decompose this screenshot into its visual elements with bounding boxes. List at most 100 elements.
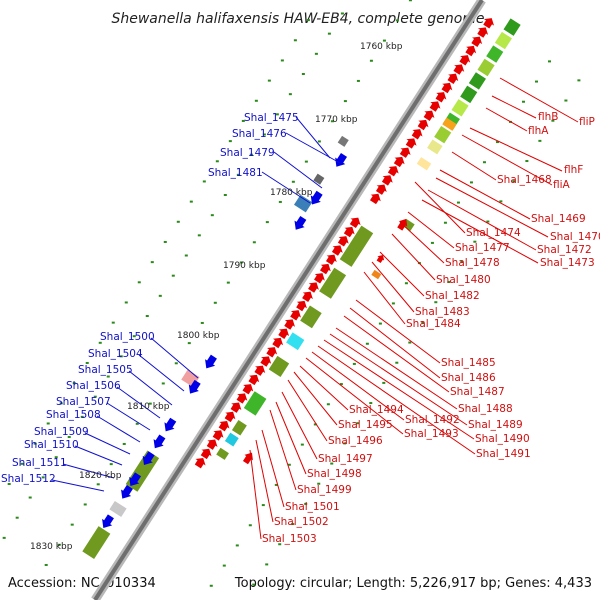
gene-label[interactable]: Shal_1478 [445, 257, 500, 269]
gene-label[interactable]: Shal_1473 [540, 257, 595, 269]
gene-label[interactable]: flhA [528, 125, 549, 137]
tick-dot [499, 200, 503, 203]
gene-label[interactable]: Shal_1476 [232, 128, 287, 140]
tick-dot [330, 120, 334, 123]
tick-dot [252, 241, 256, 244]
gene-arrow [164, 417, 177, 432]
tick-dot [59, 402, 63, 405]
gene-label[interactable]: fliP [579, 116, 595, 128]
gene-label[interactable]: Shal_1507 [56, 396, 111, 408]
tick-dot [280, 59, 284, 62]
gene-label[interactable]: Shal_1470 [550, 231, 600, 243]
gene-label[interactable]: Shal_1469 [531, 213, 586, 225]
tick-dot [304, 502, 308, 505]
gene-label[interactable]: Shal_1496 [328, 435, 383, 447]
tick-dot [378, 322, 382, 325]
gene-label[interactable]: Shal_1503 [262, 533, 317, 545]
gene-arrow [447, 73, 459, 84]
gene-label[interactable]: Shal_1485 [441, 357, 496, 369]
gene-arrow [369, 193, 381, 205]
gene-label[interactable]: Shal_1508 [46, 409, 101, 421]
gene-label[interactable]: Shal_1483 [415, 306, 470, 318]
gene-label[interactable]: Shal_1501 [285, 501, 340, 513]
tick-dot [275, 113, 279, 116]
tick-dot [343, 442, 347, 445]
gene-label[interactable]: Shal_1498 [307, 468, 362, 480]
gene-label[interactable]: Shal_1479 [220, 147, 275, 159]
gene-label[interactable]: flhF [564, 164, 583, 176]
tick-dot [356, 79, 360, 82]
cog-block [109, 500, 127, 517]
gene-arrow [310, 190, 323, 205]
leader-line [407, 211, 455, 249]
gene-label[interactable]: Shal_1474 [466, 227, 521, 239]
gene-label[interactable]: Shal_1488 [458, 403, 513, 415]
gene-label[interactable]: Shal_1499 [297, 484, 352, 496]
leader-line [435, 177, 549, 238]
gene-label[interactable]: Shal_1502 [274, 516, 329, 528]
leader-line [84, 432, 131, 455]
gene-label[interactable]: Shal_1484 [406, 318, 461, 330]
gene-label[interactable]: Shal_1486 [441, 372, 496, 384]
tick-dot [482, 161, 486, 164]
gene-label[interactable]: Shal_1494 [349, 404, 404, 416]
tick-dot [430, 241, 434, 244]
gene-label[interactable]: Shal_1512 [1, 473, 56, 485]
gene-label[interactable]: flhB [538, 111, 558, 123]
gene-label[interactable]: Shal_1487 [450, 386, 505, 398]
gene-label[interactable]: Shal_1482 [425, 290, 480, 302]
gene-label[interactable]: Shal_1489 [468, 419, 523, 431]
gene-label[interactable]: Shal_1504 [88, 348, 143, 360]
tick-dot [197, 234, 201, 237]
leader-line [343, 315, 450, 393]
gene-label[interactable]: Shal_1493 [404, 428, 459, 440]
tick-dot [137, 281, 141, 284]
gene-label[interactable]: Shal_1480 [436, 274, 491, 286]
tick-dot [46, 422, 50, 425]
gene-arrow [254, 365, 266, 376]
gene-label[interactable]: Shal_1472 [537, 244, 592, 256]
gene-label[interactable]: Shal_1509 [34, 426, 89, 438]
gene-label[interactable]: Shal_1506 [66, 380, 121, 392]
gene-arrow [284, 319, 296, 330]
gene-arrow [200, 448, 212, 460]
gene-label[interactable]: fliA [553, 179, 571, 191]
gene-label[interactable]: Shal_1510 [24, 439, 79, 451]
gene-arrows [102, 18, 495, 529]
gene-label[interactable]: Shal_1492 [405, 414, 460, 426]
leader-line [317, 345, 476, 455]
gene-label[interactable]: Shal_1477 [455, 242, 510, 254]
tick-dot [111, 321, 115, 324]
tick-dot [252, 583, 256, 586]
tick-dot [391, 302, 395, 305]
cog-block [313, 173, 325, 185]
tick-dot [408, 341, 412, 344]
gene-label[interactable]: Shal_1500 [100, 331, 155, 343]
gene-label[interactable]: Shal_1475 [244, 112, 299, 124]
gene-label[interactable]: Shal_1490 [475, 433, 530, 445]
gene-arrow [465, 45, 477, 57]
gene-arrow [121, 484, 133, 499]
cog-block [243, 391, 267, 416]
gene-label[interactable]: Shal_1468 [497, 174, 552, 186]
tick-dot [236, 173, 240, 176]
gene-label[interactable]: Shal_1491 [476, 448, 531, 460]
tick-dot-rings [2, 0, 581, 587]
gene-arrow [248, 374, 260, 386]
tick-dot [254, 99, 258, 102]
leader-line [491, 95, 537, 119]
cog-block [460, 85, 478, 104]
leader-line [273, 151, 323, 189]
gene-label[interactable]: Shal_1505 [78, 364, 133, 376]
gene-arrow [302, 291, 313, 302]
tick-dot [369, 402, 373, 405]
gene-label[interactable]: Shal_1495 [338, 419, 393, 431]
tick-dot [109, 463, 113, 466]
tick-dot [564, 99, 568, 102]
gene-label[interactable]: Shal_1511 [12, 457, 67, 469]
gene-label[interactable]: Shal_1497 [318, 453, 373, 465]
gene-label[interactable]: Shal_1481 [208, 167, 263, 179]
tick-label-1780: 1780 kbp [270, 188, 313, 198]
gene-arrow [296, 300, 307, 312]
leader-line [363, 271, 406, 325]
